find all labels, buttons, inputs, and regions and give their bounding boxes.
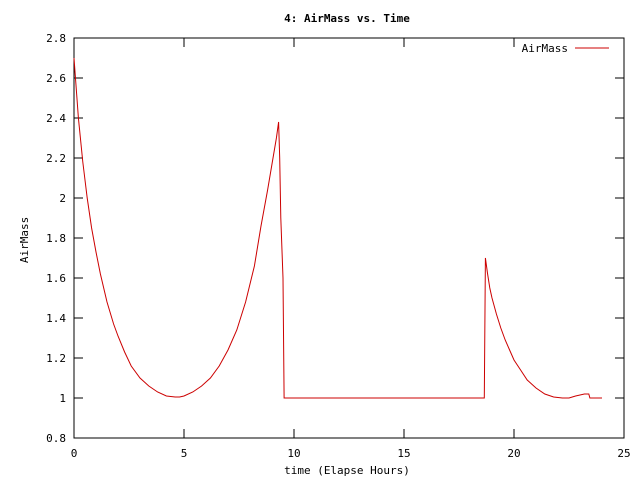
y-tick-label: 2.8	[46, 32, 66, 45]
x-tick-label: 25	[617, 447, 630, 460]
y-tick-label: 2.4	[46, 112, 66, 125]
y-tick-label: 1.2	[46, 352, 66, 365]
series-line-airmass	[73, 57, 602, 399]
y-tick-label: 1.6	[46, 272, 66, 285]
x-axis-label: time (Elapse Hours)	[284, 464, 410, 477]
x-tick-label: 10	[287, 447, 300, 460]
y-tick-label: 1.8	[46, 232, 66, 245]
x-tick-label: 5	[181, 447, 188, 460]
y-tick-label: 2	[59, 192, 66, 205]
y-axis-label: AirMass	[18, 217, 31, 263]
x-tick-label: 0	[71, 447, 78, 460]
y-axis: 0.8 1 1.2 1.4 1.6 1.8 2 2.2 2.4 2.6 2.8	[46, 32, 624, 445]
legend-label-airmass: AirMass	[522, 42, 568, 55]
y-tick-label: 2.2	[46, 152, 66, 165]
x-tick-label: 20	[507, 447, 520, 460]
legend: AirMass	[522, 42, 609, 55]
plot-frame	[73, 37, 625, 439]
y-tick-label: 2.6	[46, 72, 66, 85]
chart-title: 4: AirMass vs. Time	[284, 12, 410, 25]
x-tick-label: 15	[397, 447, 410, 460]
x-axis: 0 5 10 15 20 25	[71, 38, 631, 460]
y-tick-label: 1	[59, 392, 66, 405]
y-tick-label: 1.4	[46, 312, 66, 325]
y-tick-label: 0.8	[46, 432, 66, 445]
